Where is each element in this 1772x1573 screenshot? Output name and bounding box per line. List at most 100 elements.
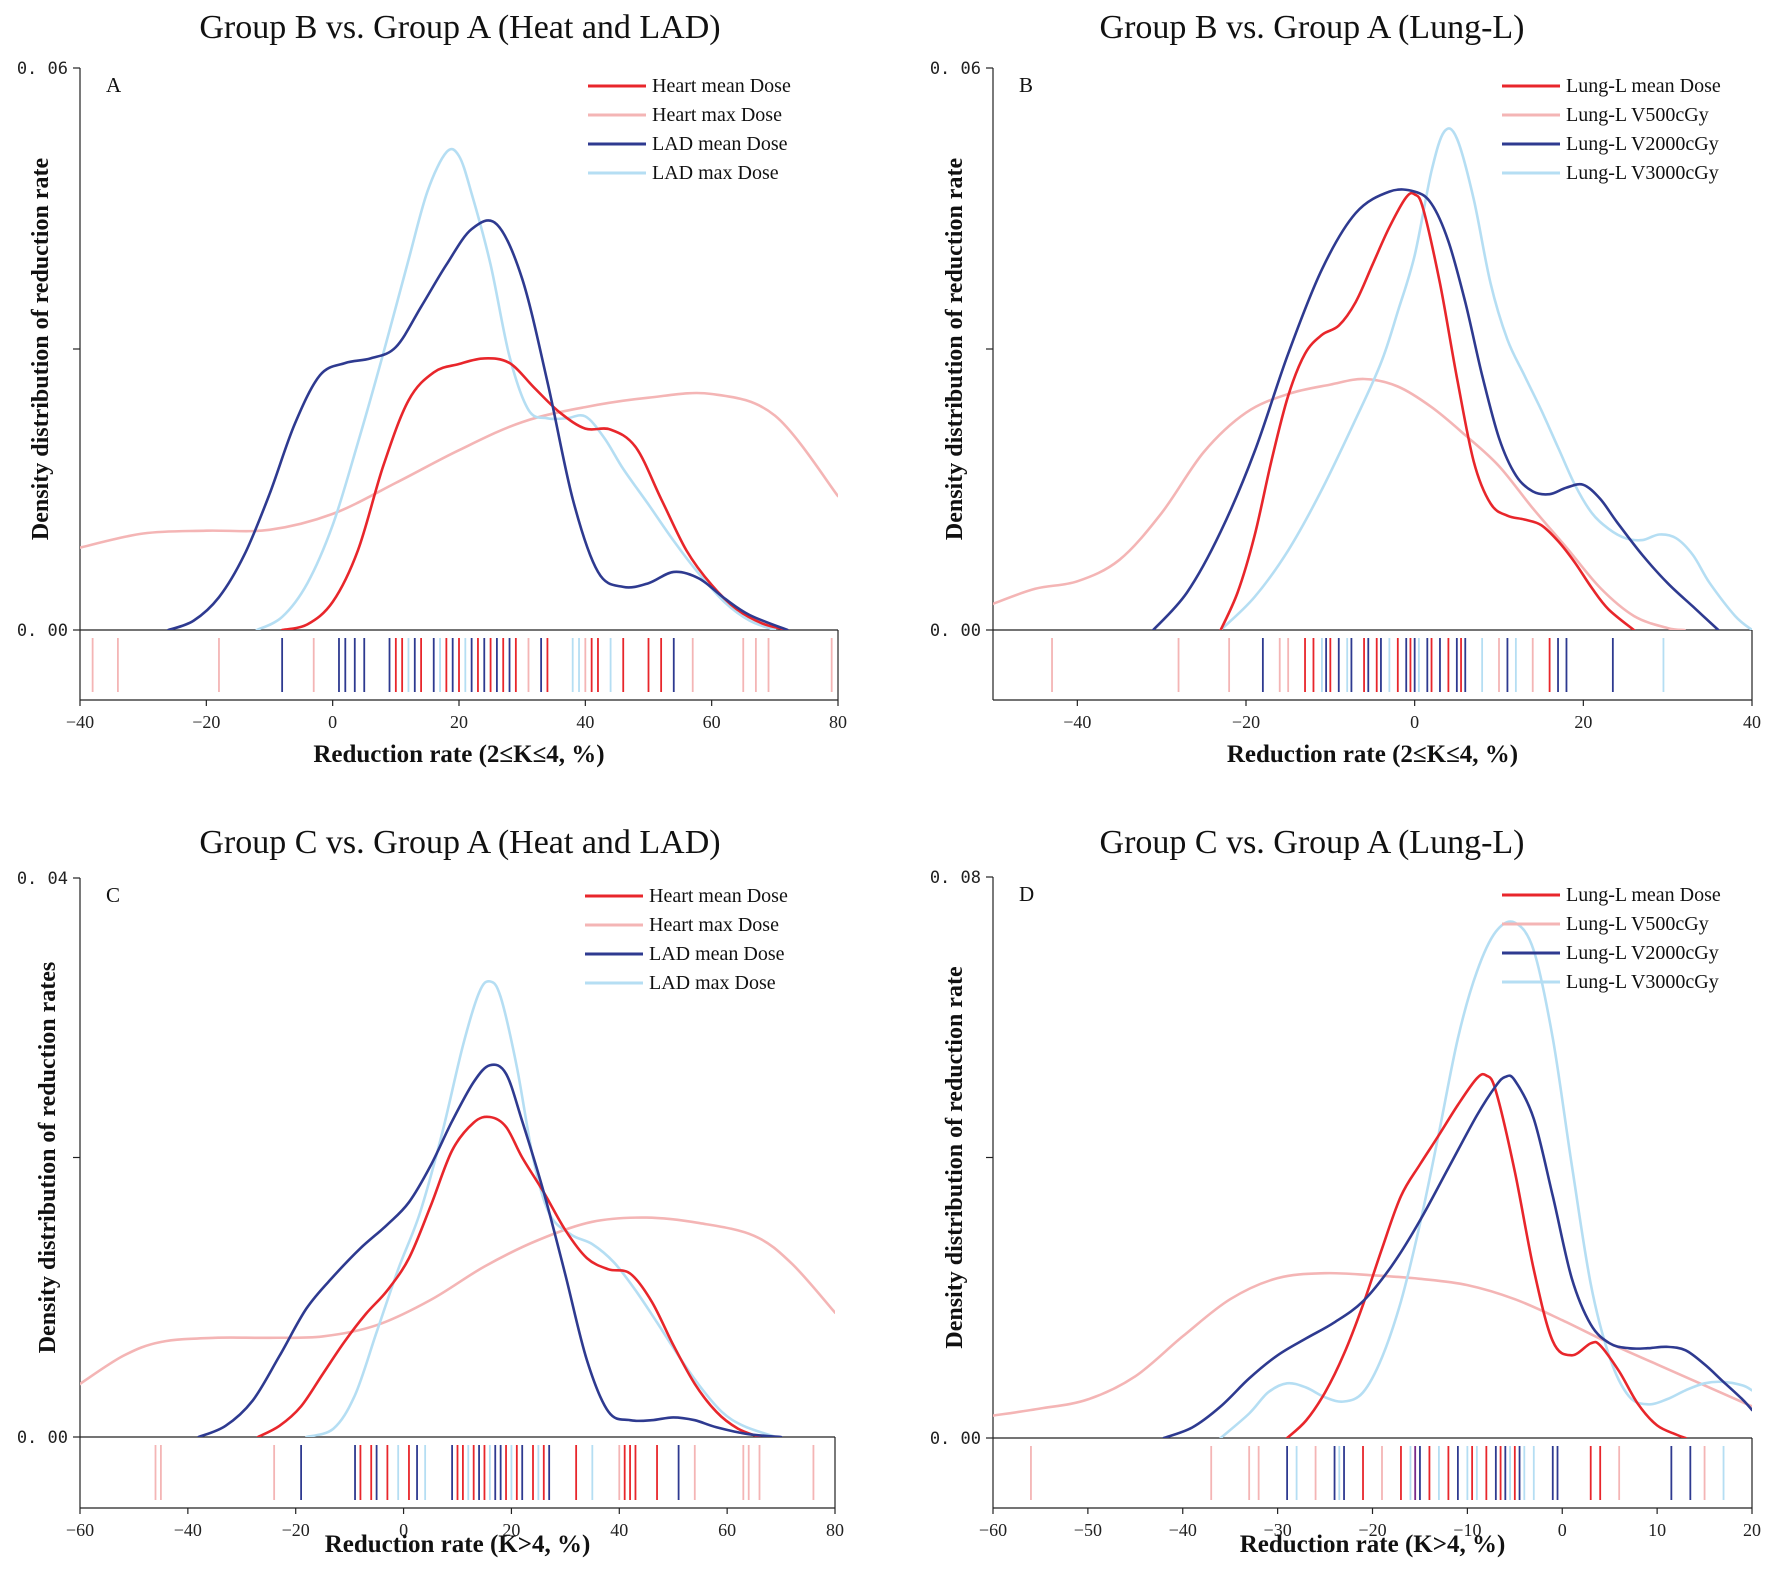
density-line-lung-l-mean-dose xyxy=(1219,191,1636,630)
panel-title: Group C vs. Group A (Heat and LAD) xyxy=(199,824,720,861)
x-tick-label: −20 xyxy=(1232,712,1260,732)
panel-title: Group B vs. Group A (Heat and LAD) xyxy=(199,9,720,46)
rug-plot xyxy=(1030,1446,1725,1500)
y-tick-label: 0. 00 xyxy=(930,1429,981,1449)
x-axis-label: Reduction rate (K>4, %) xyxy=(1240,1531,1506,1558)
density-line-lung-l-v2000cgy xyxy=(1162,1074,1752,1438)
x-axis-label: Reduction rate (2≤K≤4, %) xyxy=(313,741,604,768)
rug-plot xyxy=(1051,638,1665,692)
legend-label: Lung-L mean Dose xyxy=(1566,75,1721,97)
panel-a: Group B vs. Group A (Heat and LAD) 0. 00 0… xyxy=(17,9,847,768)
panel-letter: C xyxy=(106,883,120,907)
density-line-heart-mean-dose xyxy=(256,1115,761,1437)
x-tick-label: −60 xyxy=(66,1520,94,1540)
x-axis-label: Reduction rate (K>4, %) xyxy=(325,1531,591,1558)
x-tick-label: −20 xyxy=(282,1520,310,1540)
y-axis-label: Density distribution of reduction rate xyxy=(942,158,968,541)
x-tick-label: 0 xyxy=(399,1520,408,1540)
x-tick-label: 80 xyxy=(829,712,847,732)
x-tick-label: 40 xyxy=(576,712,594,732)
legend-label: Lung-L V2000cGy xyxy=(1566,133,1719,155)
panel-letter: D xyxy=(1019,882,1034,906)
density-curves xyxy=(993,920,1752,1438)
density-curves xyxy=(80,147,838,630)
x-tick-label: −40 xyxy=(174,1520,202,1540)
density-line-lad-max-dose xyxy=(255,147,777,630)
density-line-lung-l-v3000cgy xyxy=(1219,920,1752,1438)
x-tick-label: −30 xyxy=(1264,1520,1292,1540)
legend: Heart mean Dose Heart max Dose LAD mean Do… xyxy=(588,75,791,184)
rug-plot xyxy=(154,1445,815,1500)
legend: Lung-L mean Dose Lung-L V500cGy Lung-L V20… xyxy=(1502,884,1721,993)
legend-label: Lung-L V500cGy xyxy=(1566,913,1709,935)
y-tick-label: 0. 00 xyxy=(17,1428,68,1448)
x-tick-label: −20 xyxy=(1358,1520,1386,1540)
density-line-lung-l-v500cgy xyxy=(993,1271,1752,1417)
legend-label: LAD mean Dose xyxy=(652,133,788,155)
density-line-lad-mean-dose xyxy=(167,219,789,630)
legend-label: Lung-L mean Dose xyxy=(1566,884,1721,906)
density-line-heart-mean-dose xyxy=(280,357,789,630)
y-axis-label: Density distribution of reduction rate xyxy=(28,158,54,541)
panel-letter: A xyxy=(106,73,122,97)
legend-label: LAD max Dose xyxy=(649,972,776,994)
density-line-lung-l-mean-dose xyxy=(1285,1072,1687,1438)
x-tick-label: 40 xyxy=(1743,712,1761,732)
panel-letter: B xyxy=(1019,73,1033,97)
density-curves xyxy=(993,127,1752,630)
y-tick-label: 0. 04 xyxy=(17,869,68,889)
x-tick-label: 20 xyxy=(450,712,468,732)
density-line-lung-l-v3000cgy xyxy=(1219,127,1752,630)
y-axis-label: Density distribution of reduction rates xyxy=(35,962,61,1354)
x-tick-label: −10 xyxy=(1453,1520,1481,1540)
y-tick-label: 0. 06 xyxy=(930,59,981,79)
density-line-heart-max-dose xyxy=(80,1216,835,1386)
y-tick-label: 0. 06 xyxy=(17,59,68,79)
legend-label: Lung-L V3000cGy xyxy=(1566,971,1719,993)
legend-label: Lung-L V2000cGy xyxy=(1566,942,1719,964)
x-tick-label: 80 xyxy=(826,1520,844,1540)
density-curves xyxy=(80,979,835,1437)
y-tick-label: 0. 00 xyxy=(930,621,981,641)
panel-d: Group C vs. Group A (Lung-L) 0. 00 0. 08 −6… xyxy=(930,824,1761,1558)
panel-title: Group C vs. Group A (Lung-L) xyxy=(1100,824,1525,861)
x-tick-label: 0 xyxy=(328,712,337,732)
y-axis-label: Density distribution of reduction rate xyxy=(942,966,968,1349)
y-tick-label: 0. 00 xyxy=(17,621,68,641)
panel-title: Group B vs. Group A (Lung-L) xyxy=(1100,9,1525,46)
x-tick-label: −60 xyxy=(979,1520,1007,1540)
panel-c: Group C vs. Group A (Heat and LAD) 0. 00 0… xyxy=(17,824,844,1558)
x-tick-label: −40 xyxy=(66,712,94,732)
legend-label: Heart mean Dose xyxy=(652,75,791,97)
panel-b: Group B vs. Group A (Lung-L) 0. 00 0. 06 −4… xyxy=(930,9,1761,768)
density-line-lung-l-v2000cgy xyxy=(1151,188,1720,630)
x-tick-label: −40 xyxy=(1063,712,1091,732)
legend-label: LAD mean Dose xyxy=(649,943,785,965)
legend: Heart mean Dose Heart max Dose LAD mean Do… xyxy=(585,885,788,994)
legend-label: Lung-L V3000cGy xyxy=(1566,162,1719,184)
legend-label: Lung-L V500cGy xyxy=(1566,104,1709,126)
x-tick-label: 60 xyxy=(703,712,721,732)
legend-label: Heart max Dose xyxy=(649,914,779,936)
x-tick-label: 40 xyxy=(610,1520,628,1540)
x-tick-label: 0 xyxy=(1558,1520,1567,1540)
legend-label: Heart max Dose xyxy=(652,104,782,126)
x-tick-label: −20 xyxy=(192,712,220,732)
x-tick-label: −50 xyxy=(1074,1520,1102,1540)
density-line-heart-max-dose xyxy=(80,391,838,549)
density-line-lad-mean-dose xyxy=(197,1063,783,1437)
y-tick-label: 0. 08 xyxy=(930,868,981,888)
x-tick-label: −40 xyxy=(1169,1520,1197,1540)
x-tick-label: 20 xyxy=(1574,712,1592,732)
x-tick-label: 20 xyxy=(502,1520,520,1540)
density-line-lad-max-dose xyxy=(305,979,777,1437)
x-axis-label: Reduction rate (2≤K≤4, %) xyxy=(1227,741,1518,768)
density-line-lung-l-v500cgy xyxy=(993,377,1686,630)
rug-plot xyxy=(91,638,833,692)
legend-label: LAD max Dose xyxy=(652,162,779,184)
legend: Lung-L mean Dose Lung-L V500cGy Lung-L V20… xyxy=(1502,75,1721,184)
x-tick-label: 60 xyxy=(718,1520,736,1540)
legend-label: Heart mean Dose xyxy=(649,885,788,907)
x-tick-label: 10 xyxy=(1648,1520,1666,1540)
